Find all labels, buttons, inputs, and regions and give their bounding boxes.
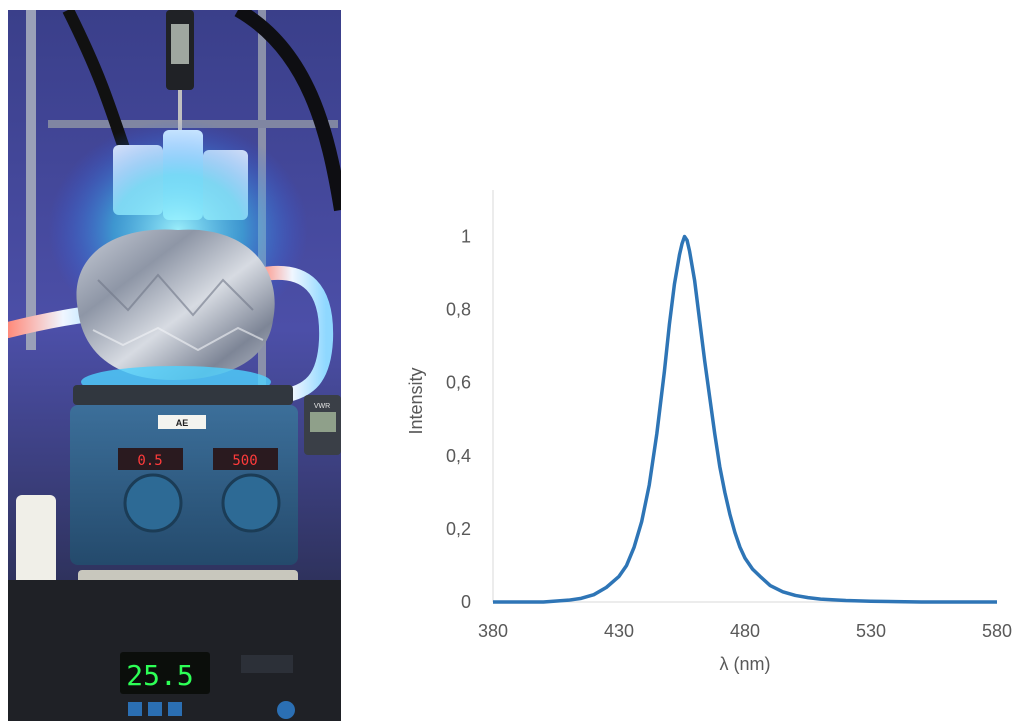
vwr-meter-brand: VWR <box>314 403 330 410</box>
probe-stem <box>178 90 182 150</box>
thermostat-unit <box>8 580 341 721</box>
x-axis-label: λ (nm) <box>720 654 771 674</box>
clamp-rod <box>26 10 36 350</box>
thermometer-display <box>171 24 189 64</box>
x-tick-label: 480 <box>730 621 760 641</box>
power-icon <box>277 701 295 719</box>
hotplate-display-right <box>213 448 278 470</box>
up-arrow-icon <box>128 702 142 716</box>
y-tick-label: 0,8 <box>446 300 471 320</box>
x-tick-label: 380 <box>478 621 508 641</box>
thermostat-display <box>120 652 210 694</box>
set-button-icon <box>168 702 182 716</box>
series-layer <box>493 234 997 604</box>
foil-wrapped-flask <box>76 229 275 380</box>
y-tick-label: 0,2 <box>446 519 471 539</box>
vwr-meter-display <box>310 412 336 432</box>
foil-crease <box>92 326 264 352</box>
thermostat-display-text: 25.5 <box>126 659 193 692</box>
hotplate-label-text: AE <box>176 418 189 428</box>
hotplate-display-right-text: 500 <box>232 453 257 469</box>
foil-crease <box>97 273 254 317</box>
hotplate-display-left-text: 0.5 <box>137 453 162 469</box>
x-tick-label: 530 <box>856 621 886 641</box>
septum-cap <box>16 495 56 605</box>
thermostat-window <box>241 655 293 673</box>
y-tick-label: 1 <box>461 227 471 247</box>
hotplate-display-left <box>118 448 183 470</box>
y-tick-labels: 0 0,2 0,4 0,6 0,8 1 <box>446 227 471 612</box>
heat-knob <box>221 473 281 533</box>
x-tick-labels: 380 430 480 530 580 <box>478 621 1012 641</box>
hose <box>234 10 341 212</box>
axes <box>492 190 997 603</box>
spectrum-line <box>493 234 997 604</box>
stir-knob <box>123 473 183 533</box>
x-tick-label: 580 <box>982 621 1012 641</box>
down-arrow-icon <box>148 702 162 716</box>
x-tick-label: 430 <box>604 621 634 641</box>
emission-spectrum-chart: 0 0,2 0,4 0,6 0,8 1 380 430 480 530 580 Intensity… <box>400 180 1015 680</box>
photoreactor-photo: AE 0.5 500 VWR 25.5 <box>8 10 341 721</box>
photoreactor-illustration: AE 0.5 500 VWR 25.5 <box>8 10 341 721</box>
chart-svg: 0 0,2 0,4 0,6 0,8 1 380 430 480 530 580 Intensity… <box>406 190 1012 674</box>
y-axis-label: Intensity <box>406 367 426 434</box>
y-tick-label: 0,6 <box>446 373 471 393</box>
hotplate-top <box>73 385 293 405</box>
y-tick-label: 0,4 <box>446 446 471 466</box>
y-tick-label: 0 <box>461 592 471 612</box>
led-strip-tube <box>251 265 334 402</box>
hotplate-label <box>158 415 206 429</box>
